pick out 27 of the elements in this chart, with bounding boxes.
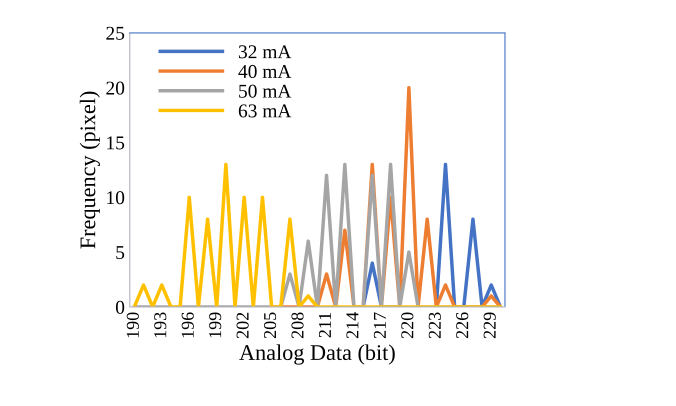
legend-label: 63 mA — [238, 104, 292, 118]
x-tick-label: 229 — [484, 312, 496, 338]
legend-label: 40 mA — [238, 64, 292, 78]
x-tick-label: 190 — [126, 312, 139, 338]
legend-label: 50 mA — [239, 84, 292, 98]
legend-label: 32 mA — [238, 45, 292, 58]
line-series — [132, 162, 502, 307]
y-tick-label: 10 — [107, 191, 124, 204]
x-tick-label: 208 — [291, 312, 304, 338]
y-tick-label: 15 — [107, 136, 124, 150]
y-tick-label: 5 — [116, 246, 124, 260]
y-tick-label: 25 — [106, 26, 124, 40]
y-tick-label: 20 — [106, 82, 124, 95]
x-tick-label: 202 — [236, 312, 249, 338]
x-tick-label: 196 — [182, 312, 194, 338]
y-tick-label: 0 — [116, 300, 124, 314]
x-tick-label: 214 — [346, 312, 358, 338]
x-tick-label: 223 — [428, 312, 441, 338]
x-tick-label: 211 — [318, 312, 331, 338]
x-tick-label: 193 — [154, 312, 166, 338]
x-tick-label: 226 — [456, 312, 468, 338]
x-tick-label: 217 — [374, 312, 386, 338]
x-tick-label: 205 — [264, 312, 276, 338]
y-axis-title: Frequency (pixel) — [80, 92, 100, 249]
x-axis-title: Analog Data (bit) — [239, 344, 395, 365]
x-tick-label: 199 — [209, 312, 222, 338]
x-tick-label: 220 — [401, 312, 414, 338]
